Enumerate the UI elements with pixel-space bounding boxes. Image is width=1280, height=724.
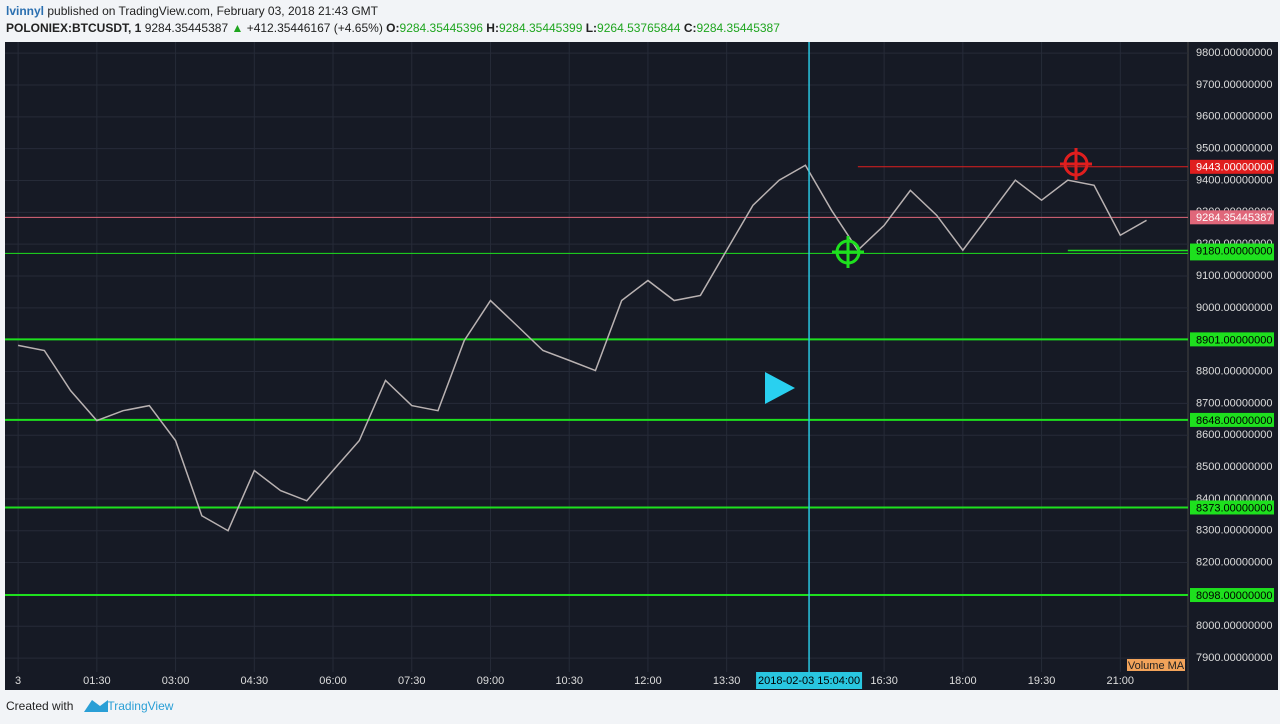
y-tick-label: 8000.00000000 bbox=[1196, 620, 1272, 632]
plot-bg bbox=[5, 42, 1278, 690]
o-label: O: bbox=[386, 21, 400, 35]
price-line bbox=[17, 164, 1147, 532]
x-tick-label: 03:00 bbox=[162, 675, 190, 687]
x-tick-label: 19:30 bbox=[1028, 675, 1056, 687]
arrow: ▲ bbox=[231, 21, 244, 35]
level-label: 9180.00000000 bbox=[1196, 245, 1272, 257]
y-tick-label: 8300.00000000 bbox=[1196, 525, 1272, 537]
crosshair-label: 2018-02-03 15:04:00 bbox=[758, 675, 860, 687]
x-tick-label: 01:30 bbox=[83, 675, 111, 687]
y-tick-label: 9500.00000000 bbox=[1196, 143, 1272, 155]
l: 9264.53765844 bbox=[597, 21, 681, 35]
h-label: H: bbox=[486, 21, 499, 35]
level-box bbox=[1190, 210, 1274, 225]
published: published on TradingView.com, February 0… bbox=[47, 4, 378, 18]
y-tick-label: 9000.00000000 bbox=[1196, 302, 1272, 314]
x-tick-label: 13:30 bbox=[713, 675, 741, 687]
l-label: L: bbox=[585, 21, 598, 35]
y-tick-label: 8200.00000000 bbox=[1196, 556, 1272, 568]
x-tick-label: 21:00 bbox=[1107, 675, 1135, 687]
h: 9284.35445399 bbox=[498, 21, 583, 35]
y-tick-label: 8600.00000000 bbox=[1196, 429, 1272, 441]
level-label: 8901.00000000 bbox=[1196, 334, 1272, 346]
level-box bbox=[1190, 588, 1274, 603]
y-tick-label: 9400.00000000 bbox=[1196, 174, 1272, 186]
level-label: 8373.00000000 bbox=[1196, 502, 1272, 514]
level-label: 9284.35445387 bbox=[1196, 212, 1272, 224]
y-tick-label: 8800.00000000 bbox=[1196, 365, 1272, 377]
x-tick-label: 10:30 bbox=[555, 675, 583, 687]
level-box bbox=[1190, 500, 1274, 515]
last: 9284.35445387 bbox=[144, 21, 229, 35]
x-tick-label: 09:00 bbox=[477, 675, 505, 687]
footer: Created with TradingView bbox=[6, 699, 173, 713]
c: 9284.35445387 bbox=[696, 21, 780, 35]
level-label: 8098.00000000 bbox=[1196, 590, 1272, 602]
level-box bbox=[1190, 332, 1274, 347]
level-label: 8648.00000000 bbox=[1196, 415, 1272, 427]
x-tick-label: 16:30 bbox=[870, 675, 898, 687]
c-label: C: bbox=[683, 21, 697, 35]
y-tick-label: 8700.00000000 bbox=[1196, 397, 1272, 409]
author[interactable]: lvinnyl bbox=[6, 4, 45, 18]
level-box bbox=[1190, 243, 1274, 258]
x-tick-label: 18:00 bbox=[949, 675, 977, 687]
brand[interactable]: TradingView bbox=[107, 699, 174, 713]
volume-box bbox=[1127, 659, 1185, 671]
crosshair-box bbox=[756, 672, 863, 689]
y-tick-label: 9600.00000000 bbox=[1196, 111, 1272, 123]
x-tick-label: 3 bbox=[15, 675, 21, 687]
level-label: 9443.00000000 bbox=[1196, 162, 1272, 174]
x-tick-label: 07:30 bbox=[398, 675, 426, 687]
header: lvinnyl published on TradingView.com, Fe… bbox=[6, 3, 780, 37]
y-tick-label: 8500.00000000 bbox=[1196, 461, 1272, 473]
y-tick-label: 7900.00000000 bbox=[1196, 652, 1272, 664]
y-tick-label: 9100.00000000 bbox=[1196, 270, 1272, 282]
symbol: POLONIEX:BTCUSDT, 1 bbox=[6, 21, 142, 35]
y-tick-label: 9800.00000000 bbox=[1196, 47, 1272, 59]
o: 9284.35445396 bbox=[399, 21, 483, 35]
level-box bbox=[1190, 159, 1274, 174]
x-tick-label: 06:00 bbox=[319, 675, 347, 687]
y-tick-label: 9700.00000000 bbox=[1196, 79, 1272, 91]
x-tick-label: 12:00 bbox=[634, 675, 662, 687]
x-tick-label: 04:30 bbox=[241, 675, 269, 687]
change: +412.35446167 (+4.65%) bbox=[246, 21, 383, 35]
created: Created with bbox=[6, 699, 74, 713]
level-box bbox=[1190, 412, 1274, 427]
volume-label: Volume MA bbox=[1128, 660, 1185, 672]
